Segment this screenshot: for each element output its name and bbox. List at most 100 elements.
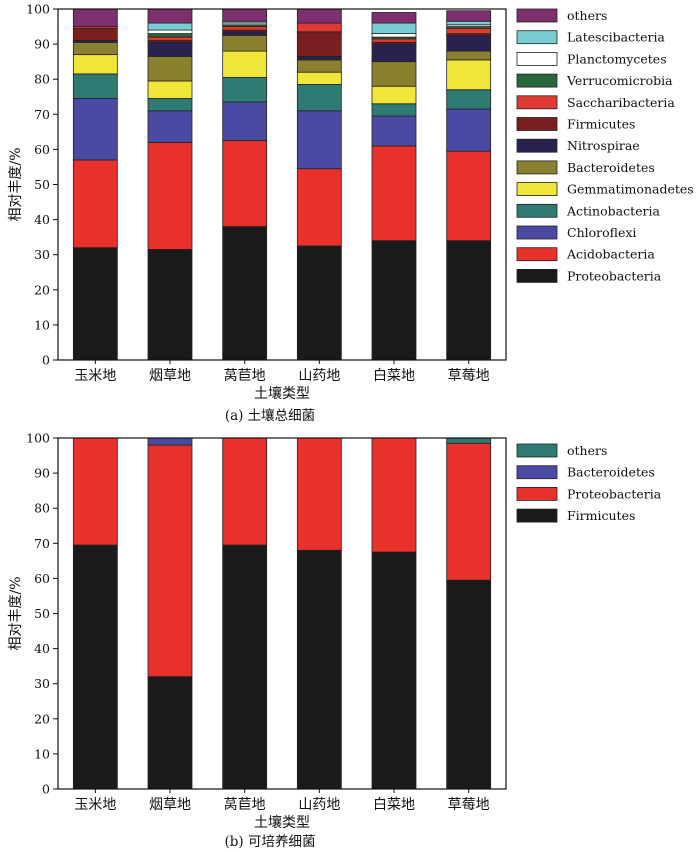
legend-swatch	[516, 268, 558, 283]
y-tick-label: 20	[34, 282, 50, 297]
bar-segment-gemmatimonadetes	[222, 50, 268, 78]
bar-segment-acidobacteria	[147, 141, 193, 250]
bar-segment-proteobacteria	[72, 247, 118, 361]
legend-label: Verrucomicrobia	[566, 73, 673, 88]
bar-segment-proteobacteria	[296, 245, 342, 361]
bar-segment-saccharibacteria	[147, 36, 193, 41]
bar-segment-others	[371, 12, 417, 24]
x-category-label: 白菜地	[373, 797, 415, 813]
x-category-label: 草莓地	[448, 368, 490, 384]
legend-swatch	[516, 203, 558, 218]
bar-segment-acidobacteria	[371, 145, 417, 242]
bar-segment-nitrospirae	[446, 34, 492, 52]
legend-label: Chloroflexi	[567, 225, 636, 240]
bar-segment-saccharibacteria	[446, 27, 492, 34]
bar-segment-others	[147, 8, 193, 24]
bar-segment-others	[296, 8, 342, 24]
x-category-label: 烟草地	[149, 368, 191, 384]
y-tick-label: 60	[34, 571, 50, 586]
bar-segment-chloroflexi	[72, 98, 118, 161]
y-tick-label: 50	[34, 606, 50, 621]
bar-segment-latescibacteria	[371, 22, 417, 34]
bar-segment-saccharibacteria	[296, 22, 342, 33]
y-tick-label: 40	[34, 641, 50, 656]
bar-segment-saccharibacteria	[371, 38, 417, 43]
y-tick-label: 20	[34, 711, 50, 726]
bar-segment-firmicutes	[296, 31, 342, 57]
chart-panel-b: 0 10 20 30 40 50 60 70 80 90 100 玉米地 烟草地 莴苣地 山药地 白菜地 草莓地…	[8, 431, 662, 832]
bar-segment-firmicutes	[72, 544, 118, 790]
bar-segment-bacteroidetes	[72, 41, 118, 56]
y-tick-label: 90	[34, 466, 50, 481]
bar-segment-planctomycetes	[147, 29, 193, 34]
legend-swatch	[516, 8, 558, 23]
legend-label: Acidobacteria	[566, 247, 655, 262]
x-axis-title: 土壤类型	[254, 385, 310, 402]
bar-segment-proteobacteria	[147, 444, 193, 678]
bar-segment-actinobacteria	[147, 98, 193, 112]
legend-swatch	[516, 182, 558, 197]
x-category-label: 山药地	[298, 797, 340, 813]
legend-swatch	[516, 73, 558, 88]
bar-segment-chloroflexi	[296, 110, 342, 170]
legend-swatch	[516, 95, 558, 110]
bar-segment-nitrospirae	[147, 41, 193, 57]
bar-segment-acidobacteria	[72, 159, 118, 249]
legend-swatch	[516, 508, 558, 523]
x-axis-title: 土壤类型	[254, 814, 310, 831]
y-tick-label: 90	[34, 37, 50, 52]
legend-label: others	[567, 8, 607, 23]
bar-segment-saccharibacteria	[222, 26, 268, 31]
y-tick-label: 30	[34, 676, 50, 691]
legend-label: Proteobacteria	[567, 486, 662, 501]
bar-segment-actinobacteria	[371, 103, 417, 117]
bar-segment-acidobacteria	[296, 168, 342, 247]
legend-label: Saccharibacteria	[567, 95, 675, 110]
x-category-label: 莴苣地	[224, 368, 266, 384]
bar-segment-proteobacteria	[446, 240, 492, 361]
bar-segment-planctomycetes	[371, 33, 417, 38]
bar-segment-actinobacteria	[446, 89, 492, 110]
bar-segment-chloroflexi	[446, 108, 492, 152]
y-axis-title: 相对丰度/%	[8, 147, 24, 221]
legend-swatch	[516, 225, 558, 240]
bar-segment-actinobacteria	[296, 84, 342, 112]
y-tick-label: 10	[34, 317, 50, 332]
legend-swatch	[516, 30, 558, 45]
y-tick-label: 50	[34, 177, 50, 192]
bar-segment-firmicutes	[296, 549, 342, 790]
y-tick-label: 70	[34, 536, 50, 551]
bar-segment-proteobacteria	[446, 442, 492, 581]
bar-segment-proteobacteria	[296, 437, 342, 551]
legend-label: others	[567, 443, 607, 458]
legend-label: Gemmatimonadetes	[567, 182, 694, 197]
caption-a: (a) 土壤总细菌	[225, 407, 315, 424]
bar-segment-gemmatimonadetes	[371, 85, 417, 105]
legend-swatch	[516, 247, 558, 262]
bar-segment-acidobacteria	[222, 140, 268, 228]
bar-segment-proteobacteria	[147, 249, 193, 361]
bar-segment-bacteroidetes	[446, 50, 492, 61]
bar-segment-bacteroidetes	[222, 34, 268, 52]
bar-segment-verrucomicrobia	[147, 33, 193, 38]
legend-label: Actinobacteria	[566, 203, 660, 218]
y-tick-label: 80	[34, 72, 50, 87]
x-category-label: 玉米地	[74, 368, 116, 384]
bar-segment-others	[446, 437, 492, 444]
bar-segment-gemmatimonadetes	[147, 80, 193, 99]
bar-segment-actinobacteria	[72, 73, 118, 99]
legend-label: Proteobacteria	[567, 268, 662, 283]
y-tick-label: 60	[34, 142, 50, 157]
bar-segment-firmicutes	[371, 551, 417, 790]
legend-label: Planctomycetes	[567, 51, 667, 66]
legend-label: Bacteroidetes	[567, 465, 655, 480]
bar-segment-firmicutes	[222, 544, 268, 790]
legend-label: Firmicutes	[567, 117, 635, 132]
plot-frame	[57, 437, 507, 790]
legend-swatch	[516, 117, 558, 131]
x-category-label: 草莓地	[448, 797, 490, 813]
bar-segment-nitrospirae	[222, 31, 268, 36]
y-tick-label: 100	[26, 2, 50, 17]
bar-segment-others	[446, 10, 492, 22]
